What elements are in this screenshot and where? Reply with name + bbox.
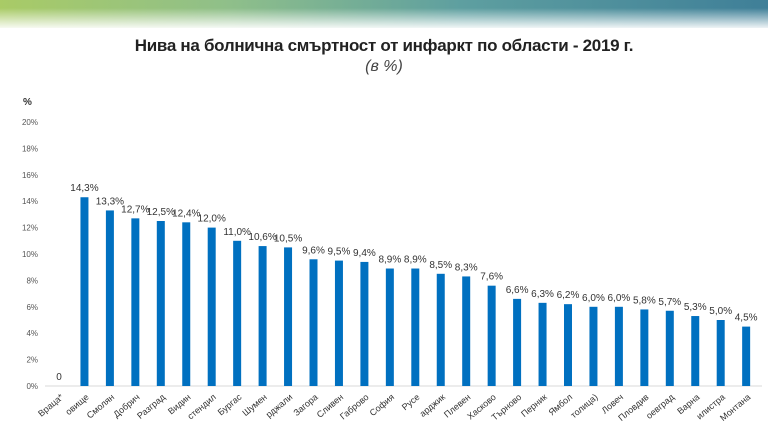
category-label: стендил (185, 392, 217, 422)
data-label: 10,5% (274, 233, 302, 244)
category-label: рджали (264, 392, 294, 420)
data-label: 8,9% (378, 255, 401, 266)
data-label: 6,2% (557, 290, 580, 301)
bar (640, 309, 649, 386)
y-axis-label: % (23, 97, 32, 108)
category-label: Враца* (36, 392, 66, 419)
data-label: 5,3% (684, 302, 707, 313)
category-label: Габрово (338, 392, 371, 422)
data-label: 5,0% (709, 306, 732, 317)
bar (462, 276, 471, 386)
category-label: Бургас (216, 392, 244, 418)
data-label: 9,4% (353, 248, 376, 259)
y-tick-label: 20% (22, 118, 38, 127)
data-label: 8,5% (429, 260, 452, 271)
category-label: Смолян (85, 392, 116, 421)
data-label: 5,8% (633, 295, 656, 306)
bar (614, 306, 623, 386)
bar (182, 222, 191, 386)
bar (589, 306, 598, 386)
y-tick-label: 6% (26, 303, 38, 312)
y-tick-label: 0% (26, 382, 38, 391)
bar (436, 273, 445, 386)
y-tick-label: 12% (22, 224, 38, 233)
y-tick-label: 16% (22, 171, 38, 180)
bar (538, 302, 547, 386)
category-label: оевград (644, 391, 677, 421)
data-label: 6,3% (531, 289, 554, 300)
category-label: Разград (135, 391, 167, 421)
data-label: 8,3% (455, 262, 478, 273)
data-label: 6,6% (506, 285, 529, 296)
chart-title: Нива на болнична смъртност от инфаркт по… (134, 36, 634, 55)
data-label: 6,0% (608, 293, 631, 304)
bar (691, 316, 700, 386)
bar (105, 210, 114, 386)
category-label: София (368, 392, 397, 418)
bar (665, 310, 674, 386)
data-label: 11,0% (223, 227, 251, 238)
data-label: 12,0% (198, 214, 226, 225)
bar (156, 221, 165, 386)
bar (80, 197, 89, 386)
header-band-fade (0, 8, 768, 30)
data-label: 7,6% (480, 272, 503, 283)
data-label: 9,6% (302, 245, 325, 256)
bar (131, 218, 140, 386)
data-label: 0 (56, 372, 62, 383)
bar (564, 304, 572, 386)
bar (233, 240, 242, 386)
data-label: 8,9% (404, 255, 427, 266)
data-label: 12,4% (172, 208, 200, 219)
bar (385, 268, 394, 386)
chart-subtitle: (в %) (365, 58, 403, 75)
bar (284, 247, 293, 386)
bar (207, 227, 216, 386)
data-label: 14,3% (70, 183, 98, 194)
bar (411, 268, 420, 386)
data-label: 12,7% (121, 204, 149, 215)
y-tick-label: 14% (22, 197, 38, 206)
bar (716, 320, 725, 386)
data-label: 10,6% (248, 232, 276, 243)
bar (309, 259, 318, 386)
category-label: арджик (418, 392, 447, 419)
data-label: 4,5% (735, 313, 758, 324)
bar (487, 285, 496, 386)
category-label: толица) (569, 392, 600, 420)
y-tick-label: 8% (26, 276, 38, 285)
y-tick-label: 4% (26, 329, 38, 338)
category-label: Перник (519, 392, 549, 419)
y-tick-label: 2% (26, 356, 38, 365)
y-tick-label: 10% (22, 250, 38, 259)
bar (742, 326, 751, 386)
bar (360, 261, 369, 386)
y-tick-label: 18% (22, 144, 38, 153)
data-label: 9,5% (328, 247, 351, 258)
data-label: 6,0% (582, 293, 605, 304)
category-label: Русе (400, 392, 422, 412)
data-label: 13,3% (96, 196, 124, 207)
bar (334, 260, 343, 386)
data-label: 12,5% (147, 207, 175, 218)
bar (258, 246, 267, 386)
data-label: 5,7% (658, 297, 681, 308)
bar (513, 298, 522, 386)
